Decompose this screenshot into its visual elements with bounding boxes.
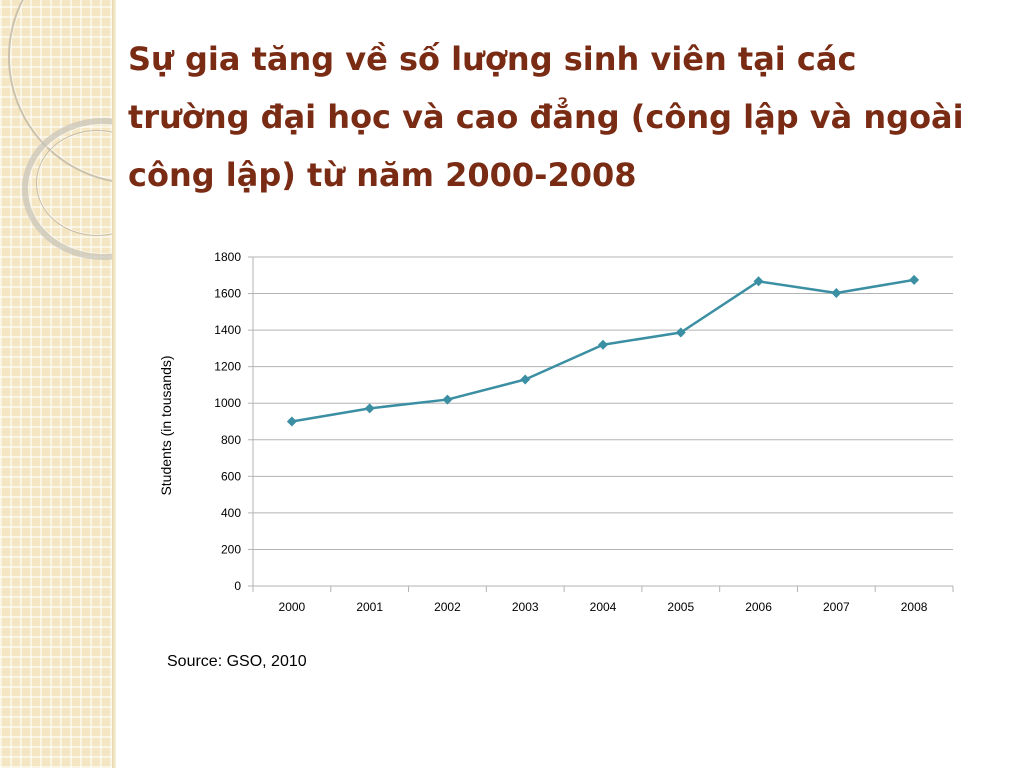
- y-tick-label: 200: [221, 542, 241, 556]
- y-tick-label: 1000: [214, 396, 241, 410]
- slide-title: Sự gia tăng về số lượng sinh viên tại cá…: [128, 40, 964, 194]
- x-tick-label: 2006: [745, 600, 772, 614]
- y-tick-label: 1400: [214, 323, 241, 337]
- x-tick-label: 2007: [823, 600, 850, 614]
- data-point-marker: [598, 339, 608, 350]
- data-point-marker: [364, 403, 375, 414]
- y-tick-label: 1600: [214, 287, 241, 301]
- y-tick-label: 0: [234, 579, 241, 593]
- data-point-marker: [831, 288, 842, 299]
- data-point-marker: [286, 416, 297, 427]
- data-point-marker: [675, 327, 686, 338]
- side-panel-edge: [112, 0, 116, 768]
- x-tick-label: 2003: [512, 600, 539, 614]
- data-point-marker: [909, 274, 920, 285]
- x-tick-label: 2002: [434, 600, 461, 614]
- y-tick-label: 800: [221, 433, 241, 447]
- y-tick-label: 600: [221, 469, 241, 483]
- y-tick-label: 1800: [214, 250, 241, 264]
- source-note: Source: GSO, 2010: [167, 653, 307, 670]
- x-tick-label: 2000: [279, 600, 306, 614]
- y-tick-label: 1200: [214, 360, 241, 374]
- y-tick-label: 400: [221, 506, 241, 520]
- y-axis-title: Students (in tousands): [158, 355, 174, 495]
- data-point-marker: [442, 394, 453, 405]
- series-line: [291, 278, 915, 423]
- data-point-marker: [753, 276, 764, 287]
- line-chart: 0 200 400 600 800 1000 1200 1400 1600 1800 2000 200…: [158, 250, 954, 614]
- x-tick-label: 2001: [356, 600, 383, 614]
- decorative-side-panel: [0, 0, 112, 768]
- data-point-marker: [520, 374, 531, 385]
- x-tick-label: 2008: [901, 600, 928, 614]
- x-tick-label: 2005: [667, 600, 694, 614]
- x-tick-label: 2004: [590, 600, 617, 614]
